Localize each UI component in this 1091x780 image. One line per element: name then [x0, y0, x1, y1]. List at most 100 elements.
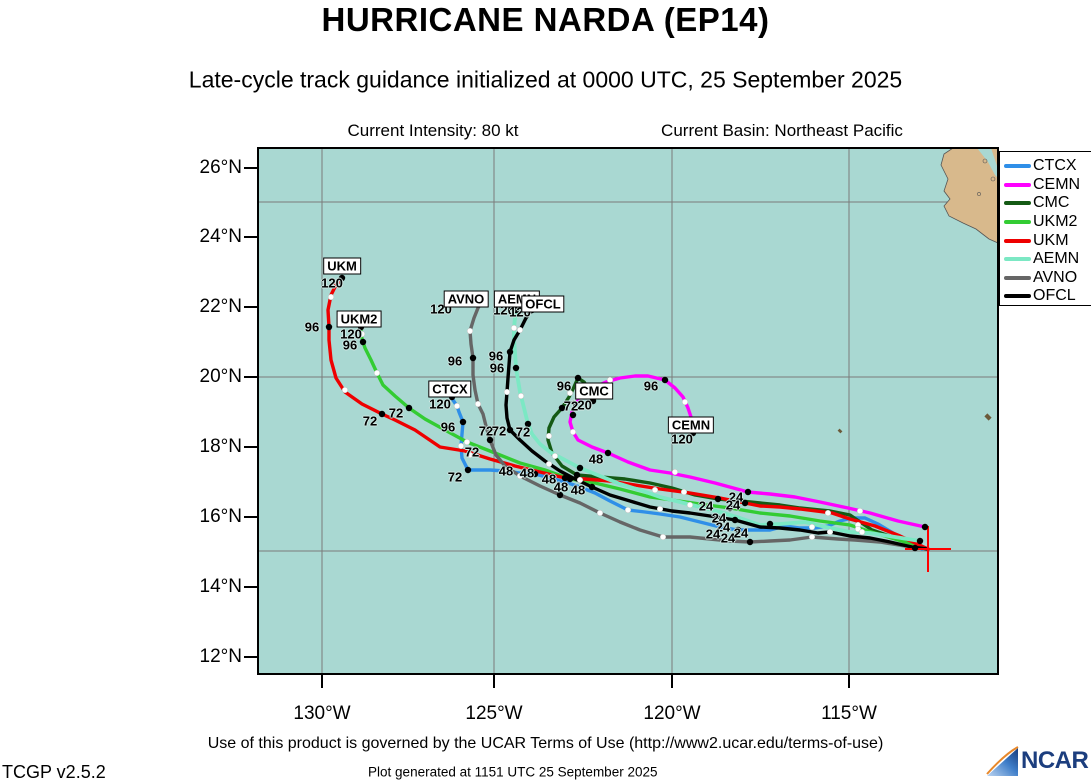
x-tick-label: 120°W	[643, 703, 701, 724]
dot-12h-cemn	[671, 468, 679, 476]
dot-12h-ctcx	[457, 442, 465, 450]
model-label-cmc: CMC	[575, 382, 613, 400]
dot-12h-aemn	[686, 501, 694, 509]
generated-timestamp: Plot generated at 1151 UTC 25 September …	[368, 764, 658, 780]
map-water	[258, 148, 998, 674]
track-line-avno	[468, 298, 930, 551]
dot-24h-ukm2	[726, 504, 734, 512]
ncar-logo-text: NCAR	[1021, 747, 1089, 774]
dot-12h-ukm2	[576, 476, 584, 484]
legend-line-sample	[1004, 294, 1031, 299]
hour-label-72: 72	[362, 413, 378, 429]
hour-label-24: 24	[733, 525, 749, 541]
dot-12h-avno	[808, 533, 816, 541]
dot-12h-aemn	[517, 392, 525, 400]
legend-label: AVNO	[1033, 268, 1078, 286]
dot-24h-cemn	[604, 449, 612, 457]
dot-12h-ukm	[824, 509, 832, 517]
legend-label: UKM	[1033, 231, 1069, 249]
dot-24h-avno	[469, 354, 477, 362]
y-tick-label: 18°N	[199, 436, 242, 457]
model-label-avno: AVNO	[443, 290, 489, 308]
hour-label-72: 72	[491, 423, 507, 439]
legend-line-sample	[1004, 257, 1031, 262]
hour-label-72: 72	[447, 469, 463, 485]
hour-label-120: 120	[570, 397, 592, 413]
dot-24h-cemn	[661, 376, 669, 384]
dot-24h-cemn	[744, 488, 752, 496]
legend-line-sample	[1004, 164, 1031, 169]
dot-24h-ukm	[741, 499, 749, 507]
hour-label-24: 24	[715, 519, 731, 535]
dot-12h-avno	[596, 509, 604, 517]
hour-label-48: 48	[541, 471, 557, 487]
dot-12h-avno	[659, 533, 667, 541]
islet	[990, 176, 996, 182]
legend-line-sample	[1004, 238, 1031, 243]
subtitle: Late-cycle track guidance initialized at…	[188, 66, 903, 93]
hour-label-120: 120	[429, 396, 451, 412]
hour-label-96: 96	[342, 337, 358, 353]
dot-24h-ukm2	[359, 338, 367, 346]
hour-label-24: 24	[720, 530, 736, 546]
model-label-ukm: UKM	[323, 257, 361, 275]
track-line-ukm	[326, 276, 930, 551]
dot-24h-avno	[556, 491, 564, 499]
dot-24h-ukm	[338, 274, 346, 282]
legend-line-sample	[1004, 220, 1031, 225]
current-intensity-label: Current Intensity: 80 kt	[347, 121, 519, 140]
hour-label-24: 24	[705, 526, 721, 542]
hour-label-96: 96	[447, 353, 463, 369]
hour-label-96: 96	[643, 378, 659, 394]
dot-24h-aemn	[524, 420, 532, 428]
dot-24h-ofcl	[911, 544, 919, 552]
dot-24h-aemn	[576, 464, 584, 472]
current-basin-label: Current Basin: Northeast Pacific	[661, 121, 903, 140]
hour-label-24: 24	[725, 497, 741, 513]
dot-24h-aemn	[512, 306, 520, 314]
hour-label-120: 120	[671, 431, 693, 447]
model-label-ofcl: OFCL	[521, 295, 565, 313]
dot-24h-aemn	[512, 364, 520, 372]
y-tick-label: 14°N	[199, 576, 242, 597]
x-tick-label: 125°W	[465, 703, 523, 724]
dot-24h-cmc	[573, 471, 581, 479]
y-tick-label: 24°N	[199, 226, 242, 247]
dot-12h-ofcl	[503, 388, 511, 396]
ncar-swoosh-icon	[986, 746, 1019, 776]
hour-label-96: 96	[304, 319, 320, 335]
dot-12h-aemn	[510, 324, 518, 332]
dot-12h-cmc	[566, 389, 574, 397]
dot-24h-cmc	[558, 404, 566, 412]
page-title: HURRICANE NARDA (EP14)	[321, 1, 770, 38]
model-label-ctcx: CTCX	[428, 380, 472, 398]
version-label: TCGP v2.5.2	[2, 762, 106, 780]
legend-line-sample	[1004, 275, 1031, 280]
x-tick-label: 115°W	[821, 703, 877, 724]
dot-24h-ctcx	[531, 470, 539, 478]
legend-item-ctcx: CTCX	[1000, 157, 1091, 176]
terms-of-use-text: Use of this product is governed by the U…	[207, 735, 884, 752]
hour-label-24: 24	[698, 498, 714, 514]
dot-12h-cemn	[856, 507, 864, 515]
dot-12h-ukm2	[358, 330, 366, 338]
dot-24h-avno	[486, 436, 494, 444]
legend-item-ukm2: UKM2	[1000, 213, 1091, 232]
dot-24h-ctcx	[734, 526, 742, 534]
dot-12h-cmc	[680, 488, 688, 496]
dot-12h-cemn	[569, 428, 577, 436]
hour-label-48: 48	[498, 463, 514, 479]
dot-24h-ofcl	[731, 516, 739, 524]
islet	[982, 158, 988, 164]
hour-label-72: 72	[478, 423, 494, 439]
hour-label-48: 48	[553, 479, 569, 495]
dot-24h-aemn	[916, 537, 924, 545]
dot-12h-ctcx	[453, 402, 461, 410]
dot-12h-ofcl	[545, 460, 553, 468]
ncar-logo: NCAR	[985, 738, 1089, 778]
dot-24h-ofcl	[588, 483, 596, 491]
track-line-ukm2	[359, 325, 927, 550]
hour-label-72: 72	[515, 424, 531, 440]
